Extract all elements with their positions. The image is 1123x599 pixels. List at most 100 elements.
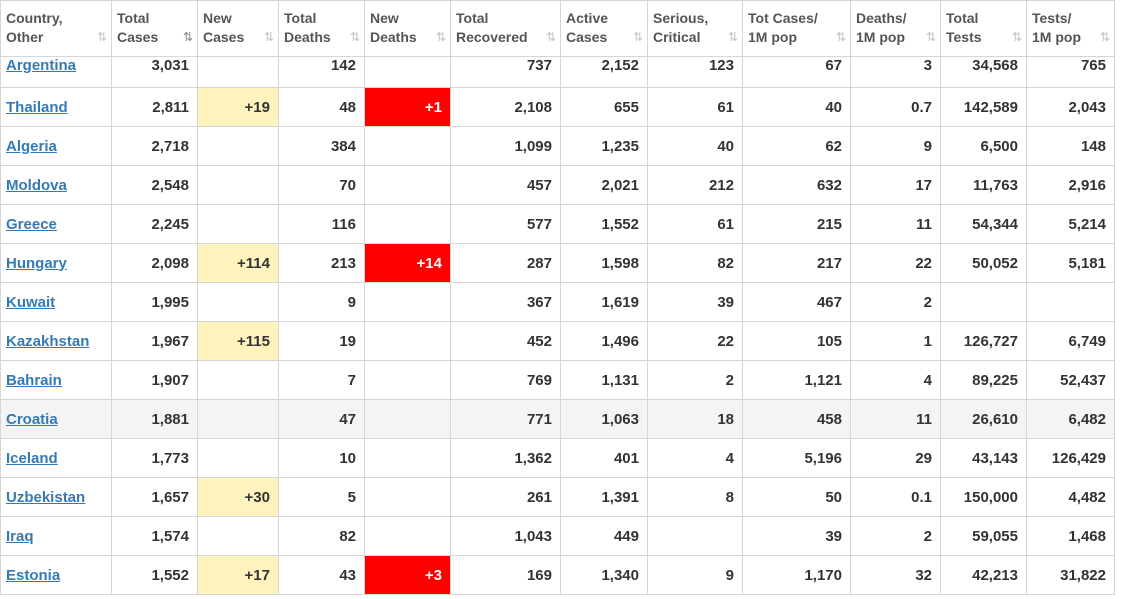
cell-total-deaths: 47	[278, 399, 365, 439]
cell-total-cases: 2,098	[111, 243, 198, 283]
country-link[interactable]: Croatia	[6, 410, 58, 428]
cell-total-recovered: 367	[450, 282, 561, 322]
sort-icon[interactable]: ⇅	[727, 30, 738, 44]
cell-active-cases: 1,598	[560, 243, 648, 283]
cell-country: Iceland	[0, 438, 112, 478]
sort-icon[interactable]: ⇅	[925, 30, 936, 44]
cell-total-recovered: 287	[450, 243, 561, 283]
sort-icon[interactable]: ⇅	[349, 30, 360, 44]
cell-active-cases: 1,131	[560, 360, 648, 400]
country-link[interactable]: Thailand	[6, 98, 68, 116]
cell-new-deaths	[364, 321, 451, 361]
cell-total-cases: 1,907	[111, 360, 198, 400]
table-header: Country, Other ⇅ Total Cases ⇅ New Cases ⇅ Total D…	[0, 0, 1115, 57]
column-header-label-line1: Serious,	[653, 10, 709, 26]
column-header-tot-cases-per-1m[interactable]: Tot Cases/1M pop ⇅	[742, 0, 851, 57]
cell-tot-cases-per-1m: 50	[742, 477, 851, 517]
country-link[interactable]: Kazakhstan	[6, 332, 90, 350]
country-link[interactable]: Bahrain	[6, 371, 62, 389]
cell-tot-cases-per-1m: 1,121	[742, 360, 851, 400]
cell-new-deaths	[364, 165, 451, 205]
cell-total-tests: 6,500	[940, 126, 1027, 166]
cell-total-cases: 1,773	[111, 438, 198, 478]
cell-serious-critical: 82	[647, 243, 743, 283]
country-link[interactable]: Algeria	[6, 137, 57, 155]
cell-country: Hungary	[0, 243, 112, 283]
cell-total-deaths: 70	[278, 165, 365, 205]
cell-deaths-per-1m: 29	[850, 438, 941, 478]
cell-new-cases	[197, 56, 279, 88]
sort-icon[interactable]: ⇅	[1011, 30, 1022, 44]
cell-total-recovered: 771	[450, 399, 561, 439]
column-header-country[interactable]: Country, Other ⇅	[0, 0, 112, 57]
cell-total-recovered: 1,099	[450, 126, 561, 166]
sort-icon[interactable]: ⇅	[545, 30, 556, 44]
country-link[interactable]: Hungary	[6, 254, 67, 272]
country-link[interactable]: Estonia	[6, 566, 61, 584]
sort-icon[interactable]: ⇅	[632, 30, 643, 44]
cell-serious-critical: 61	[647, 204, 743, 244]
cell-new-cases	[197, 282, 279, 322]
cell-new-deaths	[364, 438, 451, 478]
sort-icon[interactable]: ⇅	[435, 30, 446, 44]
cell-total-deaths: 213	[278, 243, 365, 283]
cell-country: Kuwait	[0, 282, 112, 322]
column-header-label-line1: Total	[456, 10, 489, 26]
sort-icon[interactable]: ⇅	[263, 30, 274, 44]
cell-new-cases: +19	[197, 87, 279, 127]
country-link[interactable]: Iraq	[6, 527, 34, 545]
table-row: Bahrain 1,907 7 769 1,131 2 1,121 4 89,225 52,437	[0, 360, 1115, 400]
column-header-total-tests[interactable]: Total Tests ⇅	[940, 0, 1027, 57]
column-header-total-deaths[interactable]: Total Deaths ⇅	[278, 0, 365, 57]
column-header-active-cases[interactable]: Active Cases ⇅	[560, 0, 648, 57]
cell-serious-critical: 212	[647, 165, 743, 205]
column-header-new-cases[interactable]: New Cases ⇅	[197, 0, 279, 57]
cell-new-deaths	[364, 282, 451, 322]
country-link[interactable]: Moldova	[6, 176, 67, 194]
table-row: Argentina 3,031 142 737 2,152 123 67 3 34,568 765	[0, 56, 1115, 88]
cell-country: Uzbekistan	[0, 477, 112, 517]
column-header-total-recovered[interactable]: Total Recovered ⇅	[450, 0, 561, 57]
cell-active-cases: 1,391	[560, 477, 648, 517]
country-link[interactable]: Kuwait	[6, 293, 56, 311]
column-header-label-line2: Deaths	[370, 29, 417, 45]
cell-country: Estonia	[0, 555, 112, 595]
column-header-deaths-per-1m[interactable]: Deaths/1M pop ⇅	[850, 0, 941, 57]
country-link[interactable]: Uzbekistan	[6, 488, 86, 506]
column-header-label-line1: Active	[566, 10, 609, 26]
column-header-tests-per-1m[interactable]: Tests/1M pop ⇅	[1026, 0, 1115, 57]
sort-icon[interactable]: ⇅	[835, 30, 846, 44]
table-row: Moldova 2,548 70 457 2,021 212 632 17 11,763 2,91…	[0, 165, 1115, 205]
column-header-label-line1: New	[370, 10, 399, 26]
cell-total-recovered: 1,362	[450, 438, 561, 478]
column-header-label-line2: Cases	[117, 29, 159, 45]
cell-deaths-per-1m: 32	[850, 555, 941, 595]
cell-total-deaths: 9	[278, 282, 365, 322]
cell-new-deaths: +1	[364, 87, 451, 127]
cell-serious-critical: 9	[647, 555, 743, 595]
cell-total-cases: 2,718	[111, 126, 198, 166]
country-link[interactable]: Greece	[6, 215, 57, 233]
cell-tot-cases-per-1m: 39	[742, 516, 851, 556]
cell-total-cases: 2,548	[111, 165, 198, 205]
cell-serious-critical	[647, 516, 743, 556]
column-header-serious-critical[interactable]: Serious, Critical ⇅	[647, 0, 743, 57]
column-header-label-line2: Cases	[203, 29, 245, 45]
country-link[interactable]: Iceland	[6, 449, 58, 467]
cell-new-deaths: +14	[364, 243, 451, 283]
sort-icon[interactable]: ⇅	[96, 30, 107, 44]
cell-tests-per-1m: 5,181	[1026, 243, 1115, 283]
sort-desc-icon[interactable]: ⇅	[182, 30, 193, 44]
column-header-new-deaths[interactable]: New Deaths ⇅	[364, 0, 451, 57]
cell-deaths-per-1m: 2	[850, 282, 941, 322]
sort-icon[interactable]: ⇅	[1099, 30, 1110, 44]
country-link[interactable]: Argentina	[6, 57, 77, 74]
cell-new-deaths	[364, 477, 451, 517]
table-row: Uzbekistan 1,657 +30 5 261 1,391 8 50 0.1 150,000…	[0, 477, 1115, 517]
cell-total-cases: 2,245	[111, 204, 198, 244]
cell-total-recovered: 577	[450, 204, 561, 244]
cell-total-deaths: 10	[278, 438, 365, 478]
column-header-total-cases[interactable]: Total Cases ⇅	[111, 0, 198, 57]
cell-serious-critical: 61	[647, 87, 743, 127]
